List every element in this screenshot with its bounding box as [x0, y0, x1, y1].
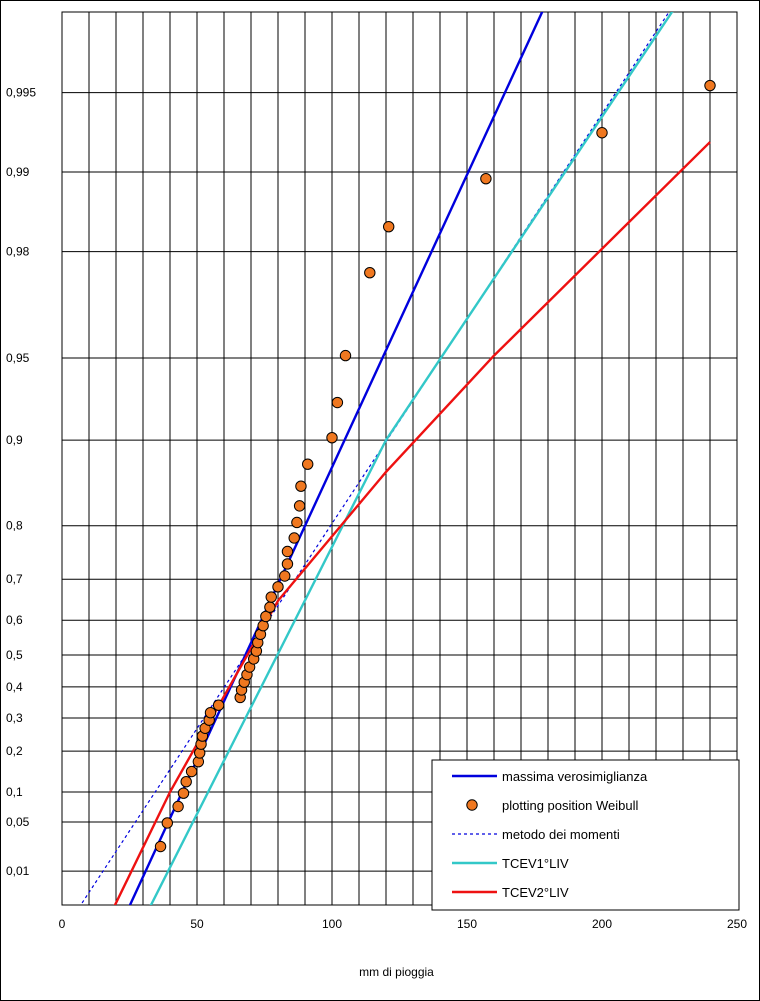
data-point: [185, 765, 198, 778]
y-tick-label: 0,5: [6, 648, 23, 662]
y-tick-label: 0,3: [6, 711, 23, 725]
data-point: [480, 172, 492, 185]
data-point: [326, 431, 338, 444]
data-point: [212, 699, 225, 711]
data-point: [272, 581, 284, 593]
y-tick-label: 0,995: [6, 86, 36, 100]
legend-label: TCEV2°LIV: [502, 885, 569, 900]
data-point: [596, 127, 608, 139]
y-tick-label: 0,05: [6, 815, 30, 829]
x-tick-label: 200: [592, 917, 612, 931]
legend-label: metodo dei momenti: [502, 827, 620, 842]
y-tick-label: 0,6: [6, 613, 23, 627]
data-point: [704, 79, 716, 92]
data-point: [331, 396, 344, 409]
y-tick-label: 0,01: [6, 864, 30, 878]
x-tick-label: 100: [322, 917, 342, 931]
data-point: [288, 532, 300, 544]
data-point: [204, 706, 217, 719]
data-point: [281, 545, 294, 558]
y-tick-label: 0,98: [6, 245, 30, 259]
data-point: [257, 620, 269, 632]
data-point: [279, 570, 291, 582]
x-tick-label: 0: [59, 917, 66, 931]
data-point: [339, 349, 352, 362]
data-point: [177, 787, 190, 799]
x-tick-label: 150: [457, 917, 477, 931]
y-tick-label: 0,1: [6, 785, 23, 799]
y-tick-label: 0,2: [6, 744, 23, 758]
y-tick-label: 0,4: [6, 680, 23, 694]
data-point: [302, 458, 314, 470]
legend-label: massima verosimiglianza: [502, 769, 648, 784]
series-line-tcev1-liv: [149, 12, 674, 905]
data-point: [260, 610, 272, 623]
y-tick-label: 0,7: [6, 572, 23, 586]
legend-box: [431, 759, 740, 911]
x-tick-label: 50: [190, 917, 204, 931]
series-line-tcev2-liv: [113, 141, 711, 905]
data-point: [161, 817, 174, 829]
legend-label: TCEV1°LIV: [502, 856, 569, 871]
data-point: [295, 480, 307, 492]
data-point: [172, 800, 184, 813]
y-tick-label: 0,9: [6, 433, 23, 447]
data-point: [265, 591, 277, 603]
data-point: [293, 500, 306, 512]
data-point: [281, 558, 294, 570]
x-axis-label: mm di pioggia: [359, 965, 434, 979]
y-tick-label: 0,95: [6, 351, 30, 365]
data-point: [154, 840, 167, 853]
y-tick-label: 0,8: [6, 519, 23, 533]
legend-label: plotting position Weibull: [502, 798, 638, 813]
plot-area-border: [61, 11, 738, 906]
data-point: [364, 266, 376, 279]
data-point: [291, 516, 303, 529]
data-point: [180, 775, 192, 788]
y-tick-label: 0,99: [6, 165, 30, 179]
data-point: [264, 601, 276, 613]
data-point: [383, 220, 395, 233]
legend-marker: [466, 799, 478, 811]
x-tick-label: 250: [727, 917, 747, 931]
